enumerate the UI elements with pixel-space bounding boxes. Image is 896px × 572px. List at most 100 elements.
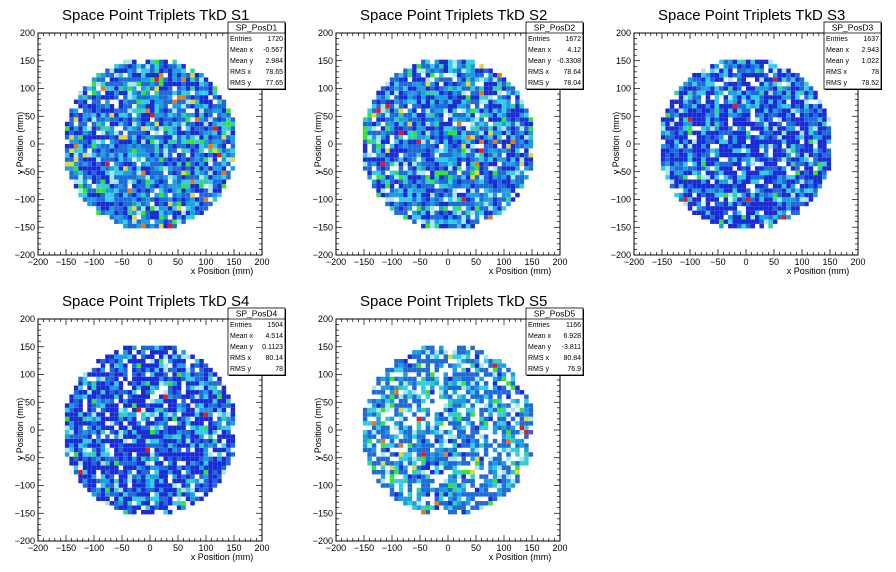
heatmap-cell (719, 72, 724, 78)
heatmap-cell (705, 139, 711, 144)
heatmap-cell (465, 197, 471, 202)
heatmap-cell (660, 161, 666, 167)
heatmap-cell (78, 416, 83, 422)
heatmap-cell (82, 461, 88, 466)
heatmap-cell (185, 354, 191, 359)
heatmap-cell (109, 175, 115, 180)
heatmap-cell (78, 403, 83, 408)
heatmap-cell (64, 452, 70, 457)
heatmap-cell (114, 394, 119, 399)
heatmap-cell (763, 161, 769, 167)
heatmap-cell (132, 354, 137, 359)
heatmap-cell (96, 183, 101, 189)
heatmap-cell (221, 425, 227, 430)
heatmap-cell (394, 117, 399, 122)
heatmap-cell (123, 447, 128, 453)
heatmap-cell (127, 394, 133, 399)
heatmap-cell (799, 130, 805, 136)
heatmap-cell (470, 121, 475, 127)
heatmap-cell (398, 130, 404, 136)
heatmap-cell (154, 452, 159, 457)
heatmap-cell (132, 381, 137, 386)
heatmap-cell (127, 416, 133, 422)
heatmap-cell (203, 376, 209, 382)
heatmap-cell (78, 157, 83, 162)
heatmap-cell (403, 144, 408, 149)
heatmap-cell (719, 183, 724, 189)
heatmap-cell (430, 90, 435, 96)
heatmap-cell (407, 72, 413, 78)
heatmap-cell (87, 157, 92, 162)
heatmap-cell (109, 398, 115, 404)
heatmap-cell (714, 192, 720, 198)
heatmap-cell (461, 77, 466, 82)
heatmap-cell (434, 108, 440, 113)
heatmap-cell (759, 188, 764, 193)
heatmap-cell (203, 157, 209, 162)
heatmap-cell (705, 126, 711, 131)
heatmap-cell (78, 407, 83, 413)
heatmap-cell (501, 157, 507, 162)
heatmap-cell (185, 170, 191, 176)
heatmap-cell (172, 161, 177, 167)
y-tick-label: 0 (30, 139, 35, 149)
heatmap-cell (497, 95, 502, 100)
heatmap-cell (813, 95, 818, 100)
heatmap-cell (470, 130, 475, 136)
heatmap-cell (136, 223, 142, 229)
heatmap-cell (69, 166, 74, 171)
heatmap-cell (78, 126, 83, 131)
heatmap-cell (150, 206, 155, 211)
heatmap-cell (687, 117, 693, 122)
heatmap-cell (660, 121, 666, 127)
heatmap-cell (763, 139, 769, 144)
heatmap-cell (217, 398, 222, 404)
heatmap-cell (158, 144, 164, 149)
heatmap-cell (687, 188, 693, 193)
heatmap-cell (181, 354, 186, 359)
heatmap-cell (434, 104, 440, 109)
heatmap-cell (710, 77, 715, 82)
heatmap-cell (808, 117, 814, 122)
heatmap-cell (145, 452, 150, 457)
heatmap-cell (741, 121, 746, 127)
heatmap-cell (118, 478, 124, 484)
heatmap-cell (474, 215, 480, 220)
heatmap-cell (501, 77, 507, 82)
heatmap-cell (421, 95, 426, 100)
heatmap-cell (190, 215, 195, 220)
heatmap-cell (705, 112, 711, 118)
heatmap-cell (181, 487, 186, 493)
heatmap-cell (167, 95, 173, 100)
heatmap-cell (452, 152, 457, 158)
heatmap-cell (412, 99, 417, 105)
heatmap-cell (683, 126, 688, 131)
heatmap-cell (808, 95, 814, 100)
heatmap-cell (190, 443, 195, 448)
heatmap-cell (754, 108, 760, 113)
heatmap-cell (163, 478, 168, 484)
heatmap-cell (118, 434, 124, 439)
heatmap-cell (723, 86, 729, 91)
heatmap-cell (212, 425, 218, 430)
heatmap-cell (158, 148, 164, 153)
heatmap-cell (100, 461, 106, 466)
heatmap-cell (746, 197, 751, 202)
heatmap-cell (163, 99, 168, 105)
heatmap-cell (389, 183, 395, 189)
heatmap-cell (416, 161, 422, 167)
heatmap-cell (185, 385, 191, 391)
heatmap-cell (430, 183, 435, 189)
heatmap-cell (759, 77, 764, 82)
heatmap-cell (826, 148, 832, 153)
heatmap-cell (208, 456, 213, 462)
heatmap-cell (456, 175, 462, 180)
heatmap-cell (754, 126, 760, 131)
heatmap-cell (519, 117, 525, 122)
heatmap-cell (772, 72, 778, 78)
heatmap-cell (145, 385, 150, 391)
heatmap-cell (136, 443, 142, 448)
heatmap-cell (362, 117, 368, 122)
heatmap-cell (123, 350, 128, 355)
heatmap-cell (403, 179, 408, 184)
